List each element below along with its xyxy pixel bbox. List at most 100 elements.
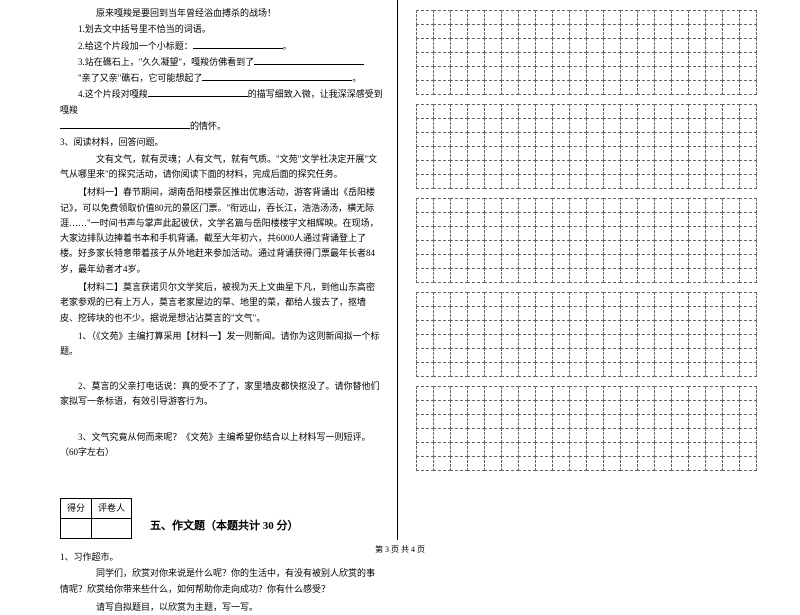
grid-cell — [433, 160, 451, 175]
grid-cell — [518, 104, 536, 119]
grid-cell — [535, 146, 553, 161]
grid-cell — [671, 24, 689, 39]
grid-cell — [620, 212, 638, 227]
grid-cell — [586, 174, 604, 189]
grid-cell — [552, 292, 570, 307]
grid-cell — [586, 428, 604, 443]
grid-cell — [637, 456, 655, 471]
grid-cell — [569, 118, 587, 133]
grid-cell — [603, 320, 621, 335]
grid-cell — [569, 268, 587, 283]
grid-cell — [484, 80, 502, 95]
grid-cell — [603, 160, 621, 175]
grid-cell — [484, 226, 502, 241]
grid-cell — [518, 118, 536, 133]
grid-cell — [739, 240, 757, 255]
grid-cell — [603, 80, 621, 95]
grid-cell — [722, 334, 740, 349]
grid-cell — [535, 104, 553, 119]
grid-cell — [603, 212, 621, 227]
grid-cell — [569, 386, 587, 401]
grid-cell — [518, 348, 536, 363]
grid-cell — [654, 306, 672, 321]
grid-cell — [416, 334, 434, 349]
grid-cell — [501, 38, 519, 53]
grid-cell — [637, 118, 655, 133]
grid-cell — [484, 348, 502, 363]
grid-cell — [688, 348, 706, 363]
grid-cell — [552, 268, 570, 283]
q2-text: 2.给这个片段加一个小标题： — [78, 41, 193, 51]
grid-cell — [722, 52, 740, 67]
grid-cell — [739, 400, 757, 415]
grid-cell — [518, 38, 536, 53]
grid-cell — [535, 52, 553, 67]
grid-cell — [518, 80, 536, 95]
grid-cell — [518, 456, 536, 471]
grid-cell — [739, 456, 757, 471]
grid-cell — [620, 292, 638, 307]
grid-cell — [501, 80, 519, 95]
blank — [193, 39, 283, 49]
grid-cell — [671, 428, 689, 443]
grid-cell — [688, 306, 706, 321]
grid-cell — [671, 362, 689, 377]
grid-cell — [603, 52, 621, 67]
grid-cell — [654, 146, 672, 161]
grid-cell — [450, 38, 468, 53]
grid-cell — [620, 254, 638, 269]
grid-cell — [569, 334, 587, 349]
grid-cell — [705, 160, 723, 175]
grid-cell — [467, 268, 485, 283]
grid-cell — [603, 24, 621, 39]
grid-cell — [552, 442, 570, 457]
grid-cell — [688, 52, 706, 67]
grid-cell — [739, 174, 757, 189]
grid-cell — [501, 104, 519, 119]
grid-cell — [722, 212, 740, 227]
grid-cell — [433, 362, 451, 377]
grid-cell — [620, 118, 638, 133]
grid-cell — [586, 52, 604, 67]
grid-cell — [722, 80, 740, 95]
score-table: 得分 评卷人 — [60, 498, 132, 540]
grid-cell — [688, 38, 706, 53]
grid-cell — [722, 38, 740, 53]
grid-cell — [603, 348, 621, 363]
answer-space — [60, 462, 383, 480]
grid-cell — [705, 104, 723, 119]
grid-cell — [603, 104, 621, 119]
grid-cell — [484, 362, 502, 377]
question-3b: "亲了又亲"礁石，它可能想起了。 — [60, 71, 383, 86]
grid-cell — [467, 132, 485, 147]
grid-cell — [705, 362, 723, 377]
grid-cell — [552, 80, 570, 95]
grid-cell — [688, 104, 706, 119]
grid-cell — [637, 428, 655, 443]
grid-cell — [620, 334, 638, 349]
grid-cell — [467, 292, 485, 307]
grid-cell — [671, 442, 689, 457]
grid-cell — [603, 38, 621, 53]
grid-cell — [705, 348, 723, 363]
grid-cell — [739, 10, 757, 25]
grid-cell — [569, 348, 587, 363]
grid-cell — [620, 386, 638, 401]
grid-cell — [518, 146, 536, 161]
grid-cell — [705, 52, 723, 67]
grid-cell — [450, 254, 468, 269]
grid-cell — [722, 306, 740, 321]
passage-line: 原来嘎羧是要回到当年曾经浴血搏杀的战场！ — [60, 6, 383, 21]
grid-cell — [433, 456, 451, 471]
grid-cell — [552, 198, 570, 213]
grid-cell — [450, 132, 468, 147]
grid-cell — [637, 362, 655, 377]
grid-cell — [671, 456, 689, 471]
grid-cell — [586, 226, 604, 241]
grid-cell — [722, 118, 740, 133]
grid-cell — [518, 292, 536, 307]
grid-cell — [739, 198, 757, 213]
grid-cell — [688, 386, 706, 401]
grid-cell — [705, 174, 723, 189]
grid-cell — [654, 386, 672, 401]
